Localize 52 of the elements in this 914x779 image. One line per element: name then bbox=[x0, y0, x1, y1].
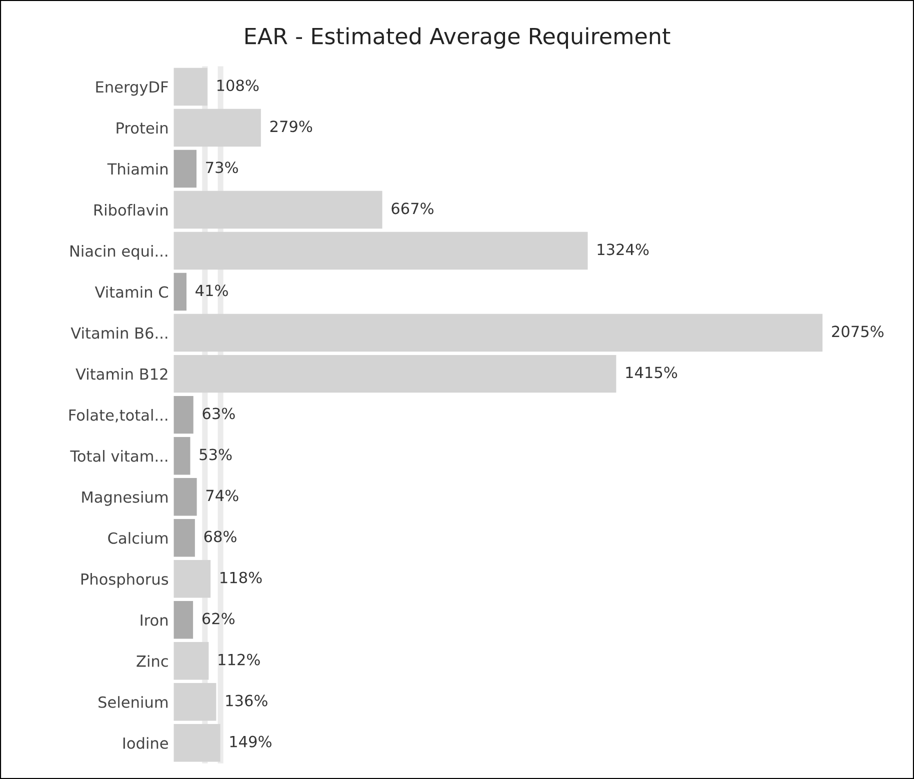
y-tick-label: Vitamin B6... bbox=[70, 326, 168, 339]
data-label: 1324% bbox=[598, 244, 649, 256]
bar bbox=[174, 190, 382, 229]
y-tick-label: Riboflavin bbox=[94, 204, 168, 216]
y-tick-label: Selenium bbox=[98, 696, 168, 708]
y-tick-label: Folate,total... bbox=[69, 409, 168, 422]
data-label: 279% bbox=[270, 120, 312, 132]
data-label: 136% bbox=[226, 694, 268, 706]
bar bbox=[174, 314, 823, 352]
bar bbox=[174, 396, 194, 434]
bar bbox=[174, 683, 216, 721]
y-tick-label: Magnesium bbox=[82, 491, 168, 506]
bar bbox=[174, 560, 211, 598]
y-tick-label: Niacin equi... bbox=[70, 244, 168, 260]
chart-title: EAR - Estimated Average Requirement bbox=[245, 27, 670, 49]
bar bbox=[174, 272, 186, 311]
bar bbox=[174, 354, 616, 393]
y-tick-label: Calcium bbox=[108, 532, 168, 544]
data-label: 118% bbox=[220, 572, 262, 584]
bar bbox=[174, 150, 196, 188]
y-tick-label: EnergyDF bbox=[96, 81, 168, 96]
y-tick-label: Protein bbox=[116, 122, 168, 134]
bar bbox=[174, 518, 195, 557]
y-tick-label: Vitamin C bbox=[94, 286, 168, 298]
bar bbox=[174, 642, 209, 680]
bar bbox=[174, 108, 261, 147]
y-tick-label: Iodine bbox=[123, 737, 168, 749]
data-label: 41% bbox=[196, 284, 228, 296]
data-label: 73% bbox=[206, 162, 238, 174]
y-tick-label: Total vitam... bbox=[70, 450, 168, 462]
data-label: 1415% bbox=[626, 366, 678, 378]
y-tick-label: Thiamin bbox=[107, 162, 168, 175]
data-label: 667% bbox=[392, 202, 434, 214]
data-label: 108% bbox=[217, 80, 259, 92]
data-label: 63% bbox=[202, 408, 235, 420]
y-tick-label: Iron bbox=[140, 614, 168, 626]
y-tick-label: Zinc bbox=[136, 655, 168, 667]
bar bbox=[174, 232, 588, 270]
data-label: 149% bbox=[230, 736, 272, 748]
data-label: 2075% bbox=[832, 326, 884, 338]
data-label: 53% bbox=[200, 448, 232, 460]
bar bbox=[174, 436, 190, 475]
data-label: 74% bbox=[206, 490, 238, 502]
y-tick-label: Vitamin B12 bbox=[76, 368, 168, 380]
data-label: 62% bbox=[202, 612, 234, 624]
bar bbox=[174, 724, 220, 762]
bar bbox=[174, 478, 197, 516]
bar bbox=[174, 68, 208, 106]
y-tick-label: Phosphorus bbox=[81, 573, 168, 588]
bar bbox=[174, 601, 194, 639]
data-label: 112% bbox=[218, 654, 260, 666]
data-label: 68% bbox=[204, 530, 236, 542]
